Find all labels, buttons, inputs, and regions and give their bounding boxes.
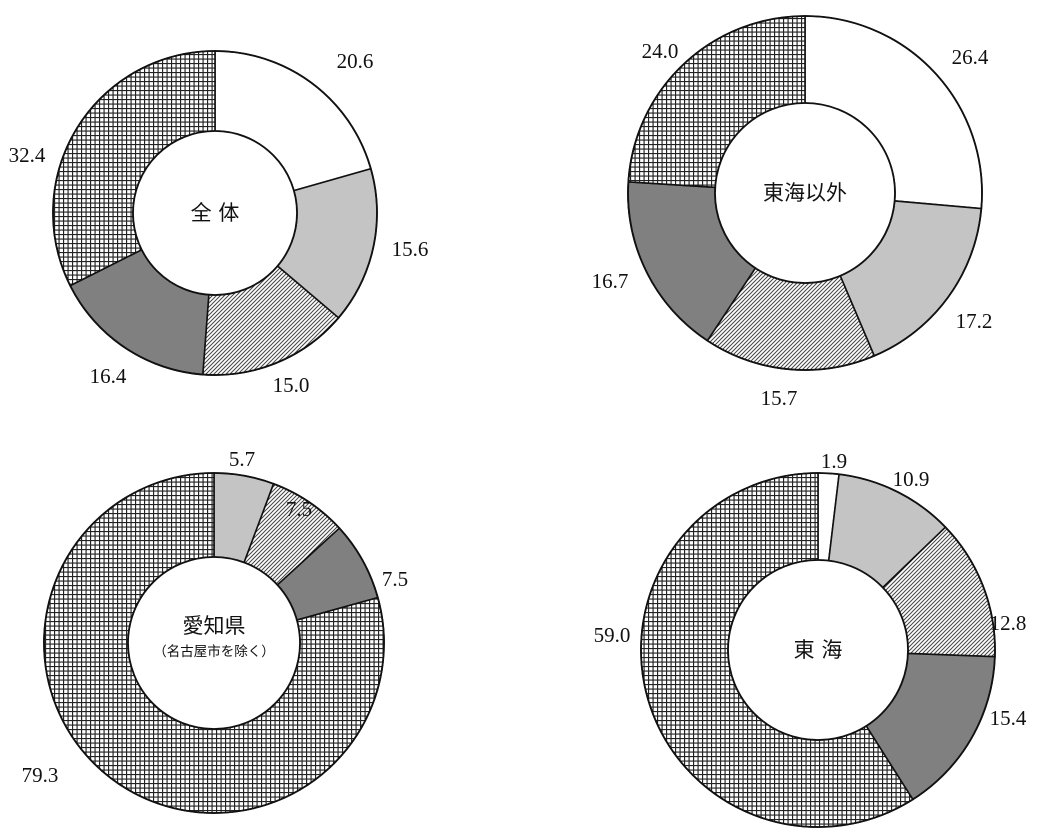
donut-3-outer-ring [43,472,385,814]
donut-4-outer-ring [640,472,996,828]
donut-2-center-label: 東海以外 [763,181,847,205]
donut-4-value-label-white: 1.9 [821,449,847,473]
donut-2-value-label-diagonal-hatch: 15.7 [761,386,798,410]
donut-3-value-label-diagonal-hatch: 7.5 [286,497,312,521]
donut-2-value-label-light-gray: 17.2 [956,309,993,333]
donut-1-center-hole [132,130,298,296]
donut-4-value-label-light-gray: 10.9 [893,467,930,491]
donut-4-center-hole [727,559,909,741]
donut-chart-4: 東 海 1.9 10.9 12.8 15.4 59.0 [594,449,1027,828]
donut-1-value-label-light-gray: 15.6 [392,237,429,261]
donut-4-value-label-diagonal-hatch: 12.8 [990,611,1027,635]
donut-2-outer-ring [627,15,983,371]
donut-1-value-label-dark-gray: 16.4 [90,364,127,388]
donut-4-center-label: 東 海 [794,638,843,662]
donut-4-value-label-crosshatch: 59.0 [594,623,631,647]
donut-2-value-label-crosshatch: 24.0 [642,39,679,63]
donut-1-value-label-white: 20.6 [337,49,374,73]
donut-3-center-sublabel: （名古屋市を除く） [153,643,275,660]
donut-chart-1: 全 体 20.6 15.6 15.0 16.4 32.4 [9,49,429,397]
donut-1-center-label: 全 体 [191,201,240,225]
donut-3-value-label-crosshatch: 79.3 [22,763,59,787]
donut-1-outer-ring [52,50,378,376]
donut-2-center-hole [714,102,896,284]
donut-2-value-label-white: 26.4 [952,45,989,69]
donut-3-value-label-light-gray: 5.7 [229,447,255,471]
donut-3-center-label: 愛知県 [183,614,246,638]
donut-3-value-label-dark-gray: 7.5 [382,567,408,591]
donut-chart-2: 東海以外 26.4 17.2 15.7 16.7 24.0 [592,15,993,410]
donut-2-value-label-dark-gray: 16.7 [592,269,629,293]
donut-1-value-label-crosshatch: 32.4 [9,143,46,167]
donut-1-value-label-diagonal-hatch: 15.0 [273,373,310,397]
donut-chart-3: 愛知県 （名古屋市を除く） 5.7 7.5 7.5 79.3 [22,447,408,814]
donut-4-value-label-dark-gray: 15.4 [990,706,1027,730]
donut-3-center-hole [127,556,301,730]
